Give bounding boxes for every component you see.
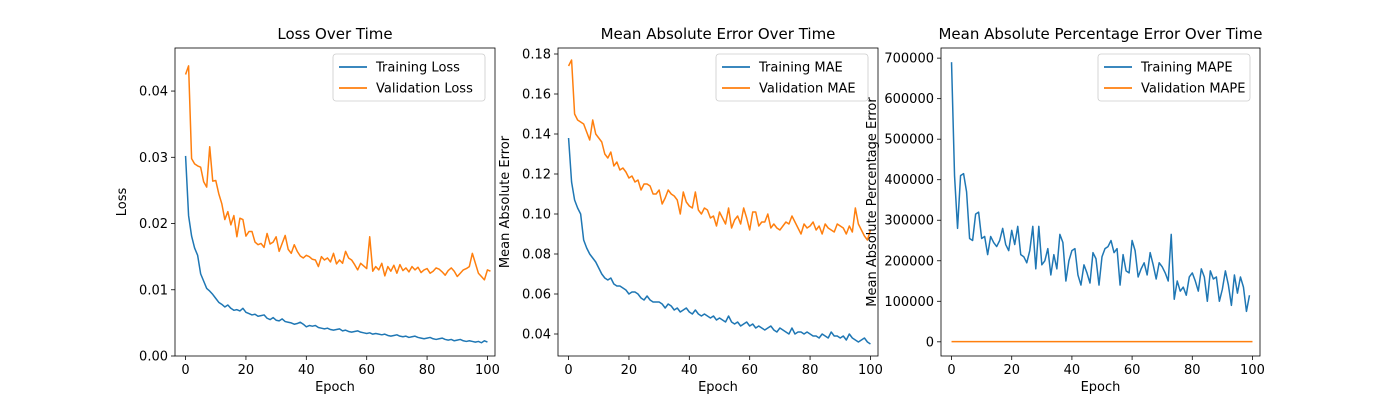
chart-title: Loss Over Time <box>277 25 392 43</box>
legend-label: Validation Loss <box>376 82 473 97</box>
y-tick-label: 100000 <box>884 295 934 310</box>
x-tick-label: 80 <box>1184 363 1201 378</box>
chart-panel-1: 0 20 40 60 80 100 0.00 0.01 0.02 0.03 0.04 Loss Ove… <box>115 25 500 395</box>
y-tick-label: 0 <box>926 335 934 350</box>
x-tick-label: 80 <box>802 363 819 378</box>
legend-label: Validation MAPE <box>1141 82 1246 97</box>
series-line-training-loss <box>184 155 488 344</box>
x-tick-label: 40 <box>681 363 698 378</box>
legend-box <box>1097 53 1251 102</box>
x-axis-label: Epoch <box>1081 380 1121 395</box>
chart-title: Mean Absolute Error Over Time <box>601 25 836 43</box>
legend-box <box>332 53 486 102</box>
y-tick-label: 0.12 <box>522 168 551 183</box>
series-line-training-mae <box>567 137 871 345</box>
x-tick-label: 20 <box>1003 363 1020 378</box>
x-tick-label: 40 <box>1064 363 1081 378</box>
y-tick-label: 0.04 <box>139 85 168 100</box>
legend: Training Loss Validation Loss <box>332 53 486 102</box>
x-axis-label: Epoch <box>698 380 738 395</box>
legend: Training MAE Validation MAE <box>715 53 869 102</box>
x-tick-label: 100 <box>858 363 883 378</box>
y-tick-label: 0.10 <box>522 208 551 223</box>
x-tick-label: 100 <box>1240 363 1265 378</box>
y-tick-label: 0.18 <box>522 48 551 63</box>
axes-frame <box>557 47 879 357</box>
x-tick-label: 20 <box>238 363 255 378</box>
series-line-validation-loss <box>184 65 491 281</box>
x-tick-label: 40 <box>298 363 315 378</box>
legend-label: Training MAPE <box>1140 61 1233 76</box>
y-tick-label: 0.03 <box>139 151 168 166</box>
y-axis-label: Loss <box>115 188 130 217</box>
y-tick-label: 200000 <box>884 254 934 269</box>
y-tick-label: 600000 <box>884 92 934 107</box>
x-tick-label: 0 <box>947 363 955 378</box>
y-axis-label: Mean Absolute Percentage Error <box>865 97 880 307</box>
legend-label: Training MAE <box>758 61 843 76</box>
y-tick-label: 0.14 <box>522 128 551 143</box>
x-tick-label: 0 <box>181 363 189 378</box>
x-tick-label: 60 <box>1124 363 1141 378</box>
y-tick-label: 0.01 <box>139 283 168 298</box>
y-tick-label: 400000 <box>884 173 934 188</box>
x-tick-label: 0 <box>564 363 572 378</box>
y-axis-label: Mean Absolute Error <box>498 135 513 268</box>
y-tick-label: 500000 <box>884 133 934 148</box>
chart-title: Mean Absolute Percentage Error Over Time <box>938 25 1262 43</box>
chart-panel-2: 0 20 40 60 80 100 0.04 0.06 0.08 0.10 0.12 0.14 0.16… <box>498 25 883 395</box>
y-tick-label: 0.08 <box>522 248 551 263</box>
x-tick-label: 60 <box>741 363 758 378</box>
x-tick-label: 20 <box>621 363 638 378</box>
y-tick-label: 300000 <box>884 214 934 229</box>
y-tick-label: 700000 <box>884 52 934 67</box>
legend-label: Training Loss <box>375 61 460 76</box>
y-tick-label: 0.04 <box>522 328 551 343</box>
axes-frame <box>940 47 1261 357</box>
chart-panel-3: 0 20 40 60 80 100 0 100000 200000 300000 400000 500… <box>865 25 1265 395</box>
legend-box <box>715 53 869 102</box>
legend: Training MAPE Validation MAPE <box>1097 53 1251 102</box>
y-tick-label: 0.00 <box>139 350 168 365</box>
series-line-training-mape <box>950 62 1251 313</box>
y-tick-label: 0.06 <box>522 288 551 303</box>
y-tick-label: 0.16 <box>522 88 551 103</box>
series-line-validation-mae <box>567 59 872 241</box>
legend-label: Validation MAE <box>759 82 856 97</box>
y-tick-label: 0.02 <box>139 217 168 232</box>
x-tick-label: 100 <box>475 363 500 378</box>
x-tick-label: 80 <box>419 363 436 378</box>
x-tick-label: 60 <box>358 363 375 378</box>
axes-frame <box>174 47 496 357</box>
x-axis-label: Epoch <box>315 380 355 395</box>
